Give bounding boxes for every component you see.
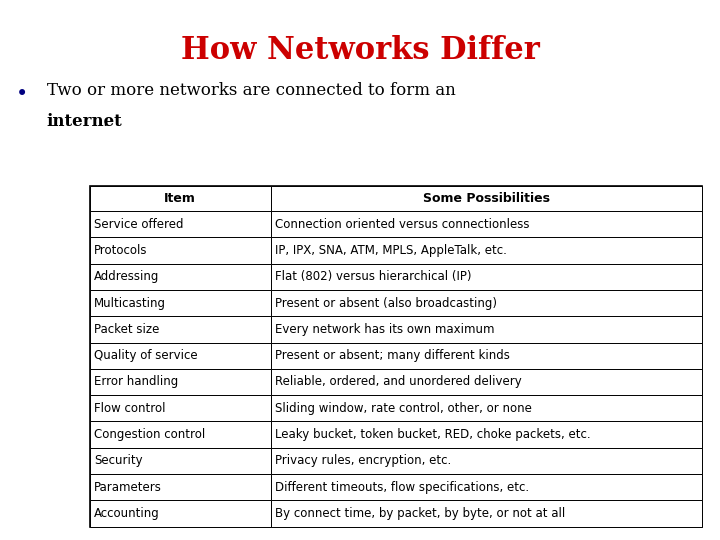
Bar bbox=[271, 290, 702, 316]
Text: Accounting: Accounting bbox=[94, 507, 160, 520]
Text: By connect time, by packet, by byte, or not at all: By connect time, by packet, by byte, or … bbox=[274, 507, 564, 520]
Text: Parameters: Parameters bbox=[94, 481, 162, 494]
Text: Two or more networks are connected to form an: Two or more networks are connected to fo… bbox=[47, 82, 456, 99]
Bar bbox=[271, 211, 702, 238]
Bar bbox=[90, 369, 271, 395]
Bar bbox=[90, 474, 271, 500]
Bar bbox=[271, 395, 702, 421]
Text: internet: internet bbox=[47, 113, 122, 130]
Bar bbox=[271, 264, 702, 290]
Text: IP, IPX, SNA, ATM, MPLS, AppleTalk, etc.: IP, IPX, SNA, ATM, MPLS, AppleTalk, etc. bbox=[274, 244, 506, 257]
Bar bbox=[271, 186, 702, 211]
Text: Different timeouts, flow specifications, etc.: Different timeouts, flow specifications,… bbox=[274, 481, 528, 494]
Bar bbox=[271, 342, 702, 369]
Bar bbox=[90, 500, 271, 526]
Bar bbox=[90, 421, 271, 448]
Bar bbox=[90, 316, 271, 342]
Bar bbox=[271, 421, 702, 448]
Text: Quality of service: Quality of service bbox=[94, 349, 197, 362]
Text: Error handling: Error handling bbox=[94, 375, 179, 388]
Text: Present or absent (also broadcasting): Present or absent (also broadcasting) bbox=[274, 296, 497, 309]
Text: Sliding window, rate control, other, or none: Sliding window, rate control, other, or … bbox=[274, 402, 531, 415]
Text: Security: Security bbox=[94, 454, 143, 467]
Bar bbox=[90, 342, 271, 369]
Bar bbox=[90, 395, 271, 421]
Bar bbox=[90, 264, 271, 290]
Text: Service offered: Service offered bbox=[94, 218, 184, 231]
Bar bbox=[271, 474, 702, 500]
Bar bbox=[271, 448, 702, 474]
Bar bbox=[271, 369, 702, 395]
Text: .: . bbox=[103, 113, 108, 130]
Text: Flow control: Flow control bbox=[94, 402, 166, 415]
Text: Flat (802) versus hierarchical (IP): Flat (802) versus hierarchical (IP) bbox=[274, 271, 471, 284]
Bar bbox=[90, 211, 271, 238]
Text: Some Possibilities: Some Possibilities bbox=[423, 192, 550, 205]
Text: Reliable, ordered, and unordered delivery: Reliable, ordered, and unordered deliver… bbox=[274, 375, 521, 388]
Bar bbox=[90, 186, 702, 526]
Text: Item: Item bbox=[164, 192, 197, 205]
Text: Multicasting: Multicasting bbox=[94, 296, 166, 309]
Text: Privacy rules, encryption, etc.: Privacy rules, encryption, etc. bbox=[274, 454, 451, 467]
Bar bbox=[90, 448, 271, 474]
Bar bbox=[271, 500, 702, 526]
Bar bbox=[90, 290, 271, 316]
Text: Connection oriented versus connectionless: Connection oriented versus connectionles… bbox=[274, 218, 529, 231]
Bar bbox=[271, 238, 702, 264]
Text: How Networks Differ: How Networks Differ bbox=[181, 35, 539, 66]
Text: Leaky bucket, token bucket, RED, choke packets, etc.: Leaky bucket, token bucket, RED, choke p… bbox=[274, 428, 590, 441]
Text: Packet size: Packet size bbox=[94, 323, 159, 336]
Text: Congestion control: Congestion control bbox=[94, 428, 205, 441]
Text: Protocols: Protocols bbox=[94, 244, 148, 257]
Text: Present or absent; many different kinds: Present or absent; many different kinds bbox=[274, 349, 510, 362]
Text: •: • bbox=[16, 84, 28, 104]
Bar bbox=[271, 316, 702, 342]
Text: Every network has its own maximum: Every network has its own maximum bbox=[274, 323, 494, 336]
Text: Addressing: Addressing bbox=[94, 271, 159, 284]
Bar bbox=[90, 186, 271, 211]
Bar bbox=[90, 238, 271, 264]
